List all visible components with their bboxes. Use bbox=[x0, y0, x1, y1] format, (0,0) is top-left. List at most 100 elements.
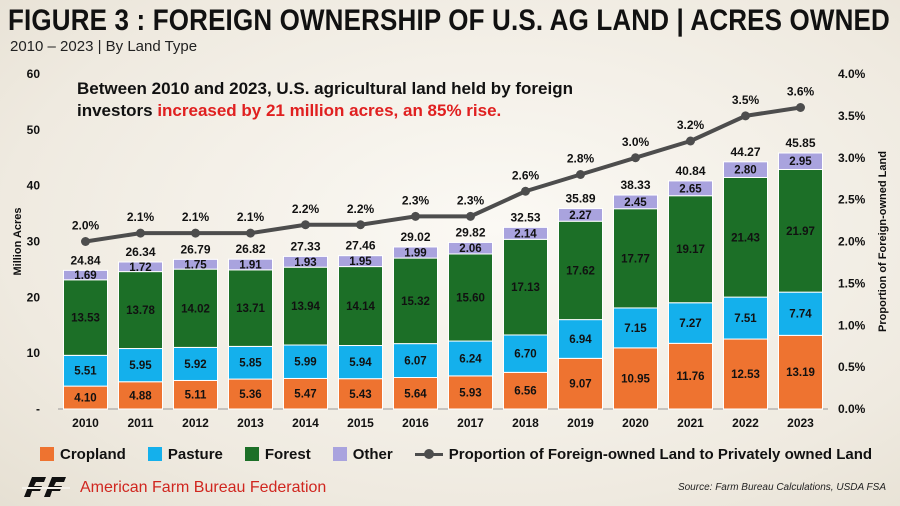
bar-segment-forest bbox=[228, 269, 273, 347]
data-label-forest: 17.62 bbox=[566, 265, 595, 277]
bar-segment-forest bbox=[173, 268, 218, 348]
bar-segment-cropland bbox=[723, 338, 768, 410]
data-label-pasture: 5.85 bbox=[239, 358, 262, 370]
proportion-label: 3.5% bbox=[732, 93, 760, 107]
data-label-pasture: 6.94 bbox=[569, 334, 592, 346]
bar-segment-other bbox=[118, 261, 163, 273]
legend-swatch-proportion bbox=[414, 447, 443, 461]
bar-segment-forest bbox=[778, 168, 823, 293]
data-label-forest: 19.17 bbox=[676, 244, 705, 256]
data-label-other: 2.27 bbox=[569, 210, 591, 222]
data-label-forest: 17.77 bbox=[621, 253, 650, 265]
data-label-cropland: 5.43 bbox=[349, 389, 371, 401]
total-label: 26.82 bbox=[235, 242, 265, 256]
y2-tick-label: 2.0% bbox=[838, 235, 866, 249]
y-tick-label: 10 bbox=[27, 346, 41, 360]
total-label: 35.89 bbox=[565, 192, 595, 206]
stacked-bar-chart: - 10 20 30 40 50 60 0.0% 0.5% 1.0% 1.5% 2.0% 2.5% 3.0… bbox=[12, 67, 889, 430]
bar-segment-pasture bbox=[338, 345, 383, 380]
data-label-other: 2.65 bbox=[679, 183, 702, 195]
data-label-cropland: 5.47 bbox=[294, 389, 316, 401]
bar-segment-forest bbox=[558, 220, 603, 321]
total-label: 44.27 bbox=[730, 145, 760, 159]
data-label-pasture: 5.95 bbox=[129, 360, 152, 372]
bar-segment-other bbox=[503, 226, 548, 240]
bar-segment-cropland bbox=[448, 375, 493, 410]
total-label: 27.33 bbox=[290, 239, 320, 253]
source-note: Source: Farm Bureau Calculations, USDA F… bbox=[677, 482, 886, 493]
proportion-point bbox=[411, 211, 420, 221]
bar-segment-pasture bbox=[118, 348, 163, 383]
x-tick-label: 2018 bbox=[512, 416, 539, 430]
callout-line2-prefix: investors bbox=[77, 101, 158, 120]
x-tick-label: 2023 bbox=[787, 416, 814, 430]
legend-item-other: Other bbox=[332, 446, 393, 463]
bar-segment-pasture bbox=[173, 346, 218, 381]
y-tick-label: - bbox=[36, 402, 40, 416]
callout-highlight: increased by 21 million acres, an 85% ri… bbox=[157, 101, 502, 120]
callout-text: Between 2010 and 2023, U.S. agricultural… bbox=[77, 78, 637, 122]
chart-subtitle: 2010 – 2023 | By Land Type bbox=[10, 38, 198, 55]
callout-line1: Between 2010 and 2023, U.S. agricultural… bbox=[77, 79, 573, 98]
y-axis-title: Million Acres bbox=[12, 207, 24, 275]
legend-label-proportion: Proportion of Foreign-owned Land to Priv… bbox=[448, 445, 873, 463]
y2-tick-label: 2.5% bbox=[838, 193, 866, 207]
bar-segment-pasture bbox=[228, 345, 273, 380]
x-tick-label: 2019 bbox=[567, 416, 594, 430]
data-label-other: 1.93 bbox=[294, 257, 316, 269]
data-label-forest: 13.78 bbox=[126, 305, 155, 317]
bar-segment-other bbox=[173, 258, 218, 270]
y-tick-label: 20 bbox=[27, 290, 41, 304]
proportion-point bbox=[301, 220, 310, 230]
bar-segment-cropland bbox=[393, 377, 438, 410]
bar-segment-cropland bbox=[503, 371, 548, 410]
x-tick-label: 2021 bbox=[677, 416, 704, 430]
x-tick-label: 2014 bbox=[292, 416, 319, 430]
y-tick-label: 40 bbox=[27, 179, 41, 193]
bar-segment-other bbox=[448, 241, 493, 255]
proportion-label: 2.2% bbox=[347, 202, 375, 216]
bar-segment-other bbox=[668, 180, 713, 197]
total-label: 27.46 bbox=[345, 239, 375, 253]
proportion-label: 3.2% bbox=[677, 118, 705, 132]
x-tick-label: 2020 bbox=[622, 416, 649, 430]
bar-segment-forest bbox=[668, 195, 713, 304]
proportion-point bbox=[576, 170, 585, 179]
total-label: 32.53 bbox=[510, 210, 540, 224]
data-label-other: 1.91 bbox=[239, 260, 262, 272]
legend-swatch-pasture bbox=[147, 447, 162, 461]
proportion-label: 2.1% bbox=[237, 210, 265, 224]
data-label-cropland: 5.11 bbox=[185, 390, 207, 402]
legend-item-cropland: Cropland bbox=[40, 446, 126, 463]
y2-tick-label: 0.5% bbox=[838, 360, 866, 374]
bar-segment-other bbox=[558, 208, 603, 222]
proportion-point bbox=[796, 103, 805, 112]
proportion-point bbox=[191, 228, 200, 238]
legend-swatch-other bbox=[332, 447, 347, 461]
data-label-other: 2.06 bbox=[459, 243, 481, 255]
x-tick-label: 2010 bbox=[72, 416, 99, 430]
legend-swatch-cropland bbox=[40, 447, 54, 461]
bar-segment-other bbox=[393, 246, 438, 259]
proportion-label: 2.3% bbox=[402, 193, 430, 207]
data-label-pasture: 5.99 bbox=[294, 357, 316, 369]
bar-segment-other bbox=[283, 255, 328, 268]
y2-tick-label: 1.0% bbox=[838, 318, 866, 332]
data-label-cropland: 9.07 bbox=[569, 379, 591, 391]
data-label-forest: 21.97 bbox=[786, 226, 815, 238]
proportion-label: 2.6% bbox=[512, 168, 540, 182]
proportion-point bbox=[631, 153, 640, 163]
data-label-cropland: 5.36 bbox=[239, 389, 261, 401]
data-label-other: 2.14 bbox=[514, 228, 537, 240]
proportion-line bbox=[85, 105, 801, 244]
data-label-pasture: 7.51 bbox=[734, 313, 757, 325]
y2-axis-title: Proportion of Foreign-owned Land bbox=[877, 151, 889, 332]
x-tick-label: 2011 bbox=[127, 416, 153, 430]
legend: Cropland Pasture Forest Other Proportion… bbox=[40, 444, 894, 464]
data-label-cropland: 6.56 bbox=[514, 386, 536, 398]
bar-segment-forest bbox=[448, 253, 493, 342]
proportion-point bbox=[356, 220, 365, 230]
total-label: 40.84 bbox=[675, 164, 705, 178]
total-label: 24.84 bbox=[70, 253, 100, 267]
proportion-label: 2.1% bbox=[127, 210, 155, 224]
